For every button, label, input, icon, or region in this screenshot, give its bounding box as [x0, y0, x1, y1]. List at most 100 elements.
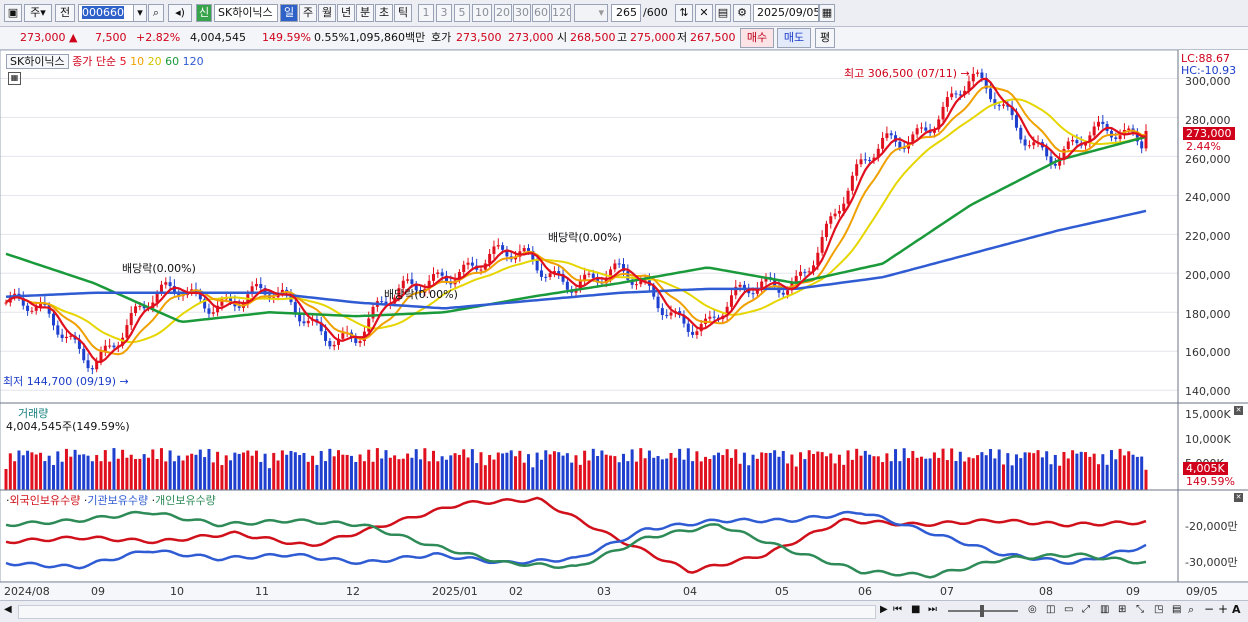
volume-bar: [1101, 454, 1105, 490]
tool-icon-7[interactable]: ◳: [1154, 604, 1164, 615]
tab-period-year[interactable]: 년: [337, 4, 355, 22]
volume-bar: [876, 456, 880, 490]
zoom-out-icon[interactable]: −: [1204, 602, 1215, 616]
tool-icon-5[interactable]: ⊞: [1118, 604, 1127, 615]
zoom-reset-icon[interactable]: ◎: [1028, 604, 1037, 615]
text-tool-icon[interactable]: A: [1232, 603, 1241, 616]
interval-5-button[interactable]: 5: [454, 4, 470, 22]
layout-icon[interactable]: ▣: [4, 4, 22, 22]
stop-icon[interactable]: ■: [911, 604, 921, 615]
tab-period-month[interactable]: 월: [318, 4, 336, 22]
sell-button[interactable]: 매도: [777, 28, 811, 48]
candle-body: [444, 275, 448, 282]
zoom-search-icon[interactable]: ⌕: [1188, 603, 1195, 616]
holding-close-icon[interactable]: ✕: [1234, 493, 1243, 502]
interval-3-button[interactable]: 3: [436, 4, 452, 22]
interval-120-button[interactable]: 120: [551, 4, 571, 22]
volume-bar: [1105, 464, 1109, 490]
prev-button[interactable]: 전: [55, 4, 75, 22]
volume-bar: [444, 459, 448, 490]
scrollbar[interactable]: ◀ ▶ ⏮ ■ ⏭ ◎ ◫ ▭ ⤢ ▥ ⊞ ⤡ ◳ ▤ ⌕ − + A: [0, 600, 1248, 622]
tab-period-second[interactable]: 초: [375, 4, 393, 22]
first-page-icon[interactable]: ⏮: [893, 604, 902, 615]
tab-period-week[interactable]: 주: [299, 4, 317, 22]
volume-bar: [699, 461, 703, 490]
volume-bar: [393, 455, 397, 490]
volume-close-icon[interactable]: ✕: [1234, 406, 1243, 415]
volume-bar: [17, 450, 21, 490]
compare-icon[interactable]: ⇅: [675, 4, 693, 22]
stock-code-input[interactable]: 000660: [78, 4, 134, 22]
volume-bar: [341, 454, 345, 490]
volume-bar: [285, 454, 289, 490]
bar-count-total: /600: [643, 6, 668, 19]
volume-bar: [574, 455, 578, 490]
stock-name-field[interactable]: SK하이닉스: [214, 4, 278, 22]
candle-body: [548, 273, 552, 277]
tool-icon-2[interactable]: ▭: [1064, 604, 1074, 615]
candle-body: [950, 93, 954, 98]
chart-area[interactable]: [0, 50, 1248, 600]
speaker-icon[interactable]: ◂): [168, 4, 192, 22]
stock-label-box[interactable]: SK하이닉스: [6, 54, 69, 69]
next-page-icon[interactable]: ⏭: [928, 604, 937, 615]
scroll-track[interactable]: [18, 605, 876, 619]
tool-icon[interactable]: ✕: [695, 4, 713, 22]
candle-body: [881, 137, 885, 149]
volume-bar: [177, 455, 181, 490]
tool-icon-6[interactable]: ⤡: [1136, 604, 1144, 615]
ma-20-label: 20: [147, 55, 162, 68]
tool-icon-3[interactable]: ⤢: [1082, 604, 1090, 615]
volume-bar: [773, 450, 777, 490]
candle-body: [1084, 143, 1088, 146]
interval-30-button[interactable]: 30: [513, 4, 531, 22]
tab-period-day[interactable]: 일: [280, 4, 298, 22]
scroll-left-icon[interactable]: ◀: [4, 604, 12, 615]
volume-bar: [958, 451, 962, 490]
tab-period-minute[interactable]: 분: [356, 4, 374, 22]
gear-icon[interactable]: ⚙: [733, 4, 751, 22]
volume-bar: [86, 455, 90, 490]
scroll-right-icon[interactable]: ▶: [880, 604, 888, 615]
save-icon[interactable]: ▤: [715, 4, 731, 22]
eval-button[interactable]: 평: [815, 28, 835, 48]
volume-bar: [928, 458, 932, 490]
interval-1-button[interactable]: 1: [418, 4, 434, 22]
candle-body: [466, 262, 470, 265]
grid-toggle-icon[interactable]: ▦: [8, 72, 21, 85]
date-input[interactable]: 2025/09/05: [753, 4, 819, 22]
candle-body: [406, 279, 410, 281]
volume-bar: [997, 449, 1001, 490]
volume-bar: [406, 453, 410, 490]
calendar-icon[interactable]: ▦: [819, 4, 835, 22]
tab-period-tick[interactable]: 틱: [394, 4, 412, 22]
volume-bar: [600, 450, 604, 490]
bar-count-input[interactable]: 265: [611, 4, 641, 22]
price-change: 7,500: [95, 31, 127, 44]
volume-bar: [1023, 452, 1027, 490]
candle-body: [820, 237, 824, 253]
tool-icon-4[interactable]: ▥: [1100, 604, 1110, 615]
candle-body: [1010, 106, 1014, 116]
candle-body: [1023, 139, 1027, 146]
high-price-note-text: 최고 306,500 (07/11): [844, 67, 958, 80]
zoom-in-icon[interactable]: +: [1218, 602, 1229, 616]
zoom-slider-thumb[interactable]: [980, 605, 984, 617]
volume-bar: [401, 458, 405, 490]
x-tick: 05: [775, 585, 789, 598]
buy-button[interactable]: 매수: [740, 28, 774, 48]
interval-10-button[interactable]: 10: [472, 4, 492, 22]
volume-bar: [203, 457, 207, 490]
volume-bar: [790, 454, 794, 490]
interval-60-button[interactable]: 60: [532, 4, 550, 22]
tool-icon-1[interactable]: ◫: [1046, 604, 1056, 615]
candle-body: [272, 297, 276, 299]
volume-bar: [168, 450, 172, 490]
candle-body: [738, 284, 742, 287]
interval-20-button[interactable]: 20: [494, 4, 512, 22]
interval-input[interactable]: ▾: [574, 4, 608, 22]
code-dropdown-icon[interactable]: ▾: [133, 4, 147, 22]
period-select[interactable]: 주▾: [24, 4, 52, 22]
search-icon[interactable]: ⌕: [148, 4, 164, 22]
tool-icon-8[interactable]: ▤: [1172, 604, 1182, 615]
